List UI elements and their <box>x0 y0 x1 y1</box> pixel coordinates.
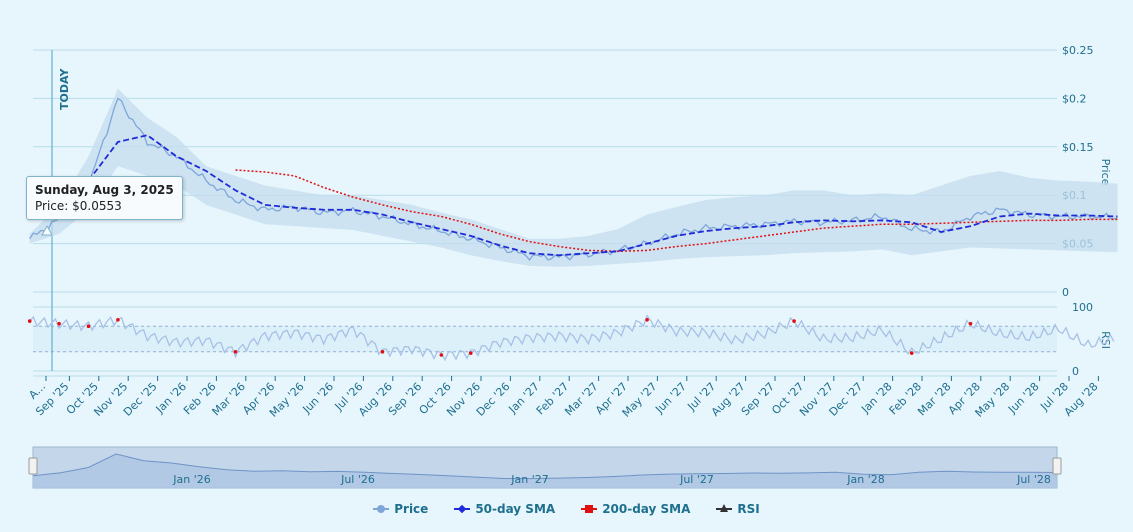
rsi-point <box>27 319 32 323</box>
x-tick-label: Sep '26 <box>386 380 424 418</box>
chart-legend: Price 50-day SMA 200-day SMA RSI <box>0 502 1133 516</box>
tooltip-label: Price <box>35 199 65 213</box>
x-tick-label: Sep '27 <box>739 380 777 418</box>
navigator-area <box>33 454 1057 488</box>
price-tick-label: $0.15 <box>1062 141 1094 154</box>
rsi-point <box>909 351 914 355</box>
legend-sma200-label: 200-day SMA <box>602 502 691 516</box>
rsi-line <box>29 314 1115 362</box>
price-line <box>29 97 1118 261</box>
x-tick-label: Jun '26 <box>300 380 337 417</box>
navigator-tick-label: Jan '26 <box>172 473 210 486</box>
navigator-tick-label: Jul '26 <box>340 473 375 486</box>
price-tick-label: $0.2 <box>1062 92 1087 105</box>
rsi-point <box>792 319 796 323</box>
navigator-right-handle[interactable] <box>1052 457 1062 475</box>
rsi-point <box>86 324 91 329</box>
legend-price-marker <box>373 504 390 514</box>
today-label: TODAY <box>58 68 71 110</box>
navigator-tick-label: Jan '27 <box>510 473 548 486</box>
legend-sma50-label: 50-day SMA <box>475 502 556 516</box>
rsi-point <box>57 321 61 326</box>
rsi-point <box>380 350 385 354</box>
legend-rsi[interactable]: RSI <box>716 502 760 516</box>
x-tick-label: Mar '28 <box>915 380 953 418</box>
tooltip-pointer <box>41 224 53 236</box>
legend-price-label: Price <box>394 502 429 516</box>
rsi-point <box>645 318 649 322</box>
navigator-line <box>32 453 1058 480</box>
x-tick-label: Mar '27 <box>562 380 600 418</box>
navigator-tick-label: Jan '28 <box>846 473 884 486</box>
tooltip-value: $0.0553 <box>72 199 122 213</box>
rsi-tick-label: 100 <box>1072 301 1093 314</box>
price-axis-title: Price <box>1099 159 1112 186</box>
price-tooltip: Sunday, Aug 3, 2025 Price: $0.0553 <box>26 176 183 220</box>
sma50-line <box>87 134 1118 257</box>
rsi-point <box>968 321 973 326</box>
legend-rsi-marker <box>716 504 733 514</box>
legend-price[interactable]: Price <box>373 502 428 516</box>
x-tick-label: Jun '28 <box>1005 380 1042 417</box>
rsi-point <box>439 353 444 357</box>
rsi-point <box>116 318 120 322</box>
price-band-area <box>29 88 1118 267</box>
tooltip-date: Sunday, Aug 3, 2025 <box>35 183 174 197</box>
legend-sma50-marker <box>454 504 471 514</box>
price-tick-label: $0.25 <box>1062 44 1094 57</box>
rsi-point <box>233 350 238 354</box>
sma200-line <box>235 169 1118 253</box>
rsi-point <box>468 351 473 355</box>
tooltip-price-row: Price: $0.0553 <box>35 199 122 213</box>
navigator-tick-label: Jul '28 <box>1016 473 1051 486</box>
legend-sma200[interactable]: 200-day SMA <box>581 502 690 516</box>
x-tick-label: Mar '26 <box>210 380 248 418</box>
navigator-left-handle[interactable] <box>28 457 38 475</box>
legend-sma200-marker <box>581 504 598 514</box>
price-tick-label: 0 <box>1062 286 1069 299</box>
legend-sma50[interactable]: 50-day SMA <box>454 502 555 516</box>
navigator-tick-label: Jul '27 <box>679 473 714 486</box>
x-tick-label: Jun '27 <box>652 380 689 417</box>
rsi-tick-label: 0 <box>1072 365 1079 378</box>
legend-rsi-label: RSI <box>737 502 760 516</box>
